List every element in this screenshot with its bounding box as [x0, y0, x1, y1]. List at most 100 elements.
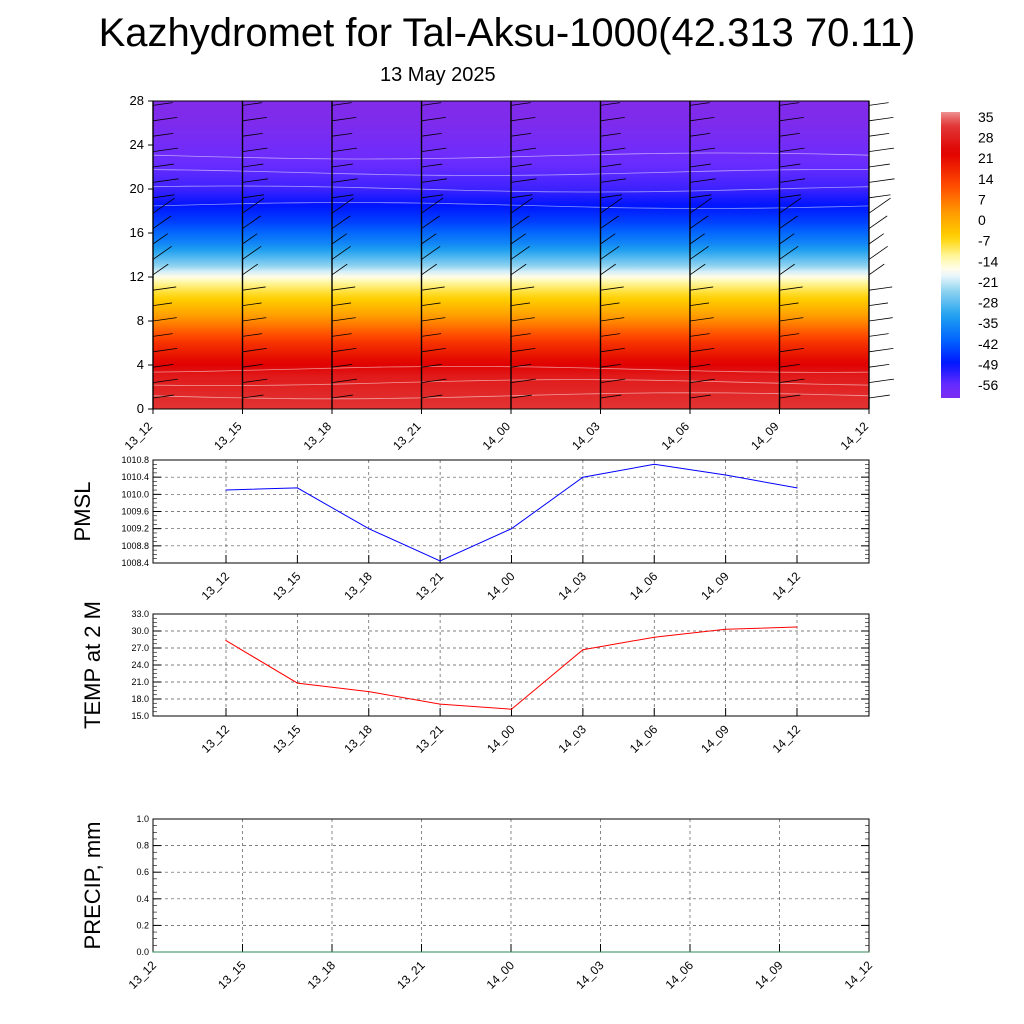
- wind-barb: [868, 263, 885, 276]
- y-tick-label: 1010.0: [121, 489, 149, 499]
- x-tick-label: 13_12: [122, 419, 156, 453]
- wind-barb: [510, 194, 533, 199]
- wind-barb: [421, 245, 441, 260]
- data-point: [420, 951, 423, 953]
- wind-barb: [242, 163, 264, 168]
- wind-barb: [779, 194, 801, 199]
- wind-barb: [600, 102, 621, 106]
- data-point: [796, 626, 798, 628]
- chart-subtitle: 13 May 2025: [380, 64, 496, 86]
- wind-barb: [421, 347, 446, 353]
- colorbar-label: -7: [978, 233, 991, 249]
- wind-barb: [510, 394, 532, 399]
- y-tick-label: 0.2: [136, 920, 149, 930]
- y-axis-label: PMSL: [70, 482, 95, 542]
- x-tick-label: 14_00: [484, 958, 518, 992]
- y-tick-label: 33.0: [131, 609, 149, 619]
- wind-barb: [510, 116, 536, 122]
- data-point: [296, 487, 298, 489]
- wind-barb: [689, 116, 715, 122]
- y-tick-label: 0.6: [136, 867, 149, 877]
- wind-barb: [779, 317, 804, 322]
- precip-panel: 1.0 0.8 0.6 0.4 0.2 0.013_12 13_15 13_18 13_21 14…: [80, 814, 875, 992]
- y-tick-label: 28: [130, 93, 144, 108]
- data-point: [296, 682, 298, 684]
- wind-barb: [600, 394, 622, 399]
- wind-barb: [152, 178, 179, 183]
- wind-barb: [242, 286, 266, 291]
- y-tick-label: 21.0: [131, 677, 149, 687]
- wind-barb: [242, 215, 261, 229]
- data-point: [368, 691, 370, 693]
- wind-barb: [779, 286, 803, 291]
- colorbar-strip: [941, 112, 960, 398]
- data-point: [510, 528, 513, 530]
- data-point: [653, 463, 655, 465]
- x-tick-label: 13_18: [301, 419, 335, 453]
- wind-barb: [868, 147, 895, 152]
- wind-barb: [421, 147, 447, 152]
- wind-barb: [600, 333, 621, 337]
- data-point: [439, 560, 441, 562]
- y-tick-label: 30.0: [131, 626, 149, 636]
- x-tick-label: 14_12: [838, 419, 872, 453]
- wind-barb: [779, 132, 800, 137]
- wind-barb: [510, 215, 530, 229]
- y-tick-label: 0.0: [136, 947, 149, 957]
- x-tick-label: 13_15: [211, 419, 245, 453]
- wind-barb: [868, 102, 889, 106]
- wind-barb: [421, 394, 443, 399]
- wind-barb: [868, 302, 889, 306]
- wind-barb: [152, 194, 175, 199]
- wind-barb: [421, 197, 444, 214]
- y-tick-label: 27.0: [131, 643, 149, 653]
- y-tick-label: 15.0: [131, 711, 149, 721]
- wind-barb: [331, 163, 353, 168]
- wind-barb: [510, 333, 531, 337]
- wind-barb: [600, 378, 626, 383]
- y-tick-label: 1.0: [136, 814, 149, 824]
- wind-barb: [242, 116, 267, 122]
- wind-barb: [421, 102, 442, 106]
- wind-barb: [510, 347, 536, 353]
- y-tick-label: 1008.4: [121, 558, 149, 568]
- y-tick-label: 16: [130, 225, 144, 240]
- x-tick-label: 13_18: [305, 958, 339, 992]
- wind-barb: [779, 215, 798, 229]
- x-tick-label: 14_09: [698, 569, 732, 603]
- x-tick-label: 13_12: [199, 569, 233, 603]
- colorbar-label: 0: [978, 212, 986, 228]
- wind-barb: [242, 147, 268, 152]
- wind-barb: [152, 147, 179, 152]
- wind-barb: [152, 263, 169, 276]
- x-tick-label: 14_00: [484, 569, 518, 603]
- wind-barb: [242, 245, 262, 260]
- x-tick-label: 14_12: [842, 958, 876, 992]
- wind-barb: [868, 215, 888, 229]
- wind-barb: [152, 363, 174, 368]
- wind-barb: [689, 245, 709, 260]
- wind-barb: [510, 178, 537, 183]
- data-point: [868, 951, 870, 953]
- wind-barb: [510, 263, 527, 276]
- data-point: [241, 951, 244, 953]
- wind-barb: [868, 378, 895, 383]
- wind-barb: [868, 194, 891, 199]
- data-point: [653, 636, 655, 638]
- y-axis-label: TEMP at 2 M: [80, 601, 105, 729]
- wind-barb: [242, 194, 264, 199]
- wind-barb: [510, 197, 533, 214]
- wind-barb: [421, 363, 442, 368]
- wind-barb: [331, 302, 352, 306]
- y-tick-label: 18.0: [131, 694, 149, 704]
- y-axis-label: PRECIP, mm: [80, 822, 105, 950]
- colorbar-label: 21: [978, 150, 994, 166]
- wind-barb: [152, 347, 178, 353]
- colorbar-label: -42: [978, 336, 998, 352]
- wind-barb: [600, 147, 626, 152]
- y-tick-label: 0.4: [136, 894, 149, 904]
- pmsl-panel: 1010.8 1010.4 1010.0 1009.6 1009.2 1008.8 1008…: [70, 455, 870, 603]
- chart-title: Kazhydromet for Tal-Aksu-1000(42.313 70.…: [98, 11, 916, 55]
- y-tick-label: 24.0: [131, 660, 149, 670]
- wind-barb: [689, 147, 716, 152]
